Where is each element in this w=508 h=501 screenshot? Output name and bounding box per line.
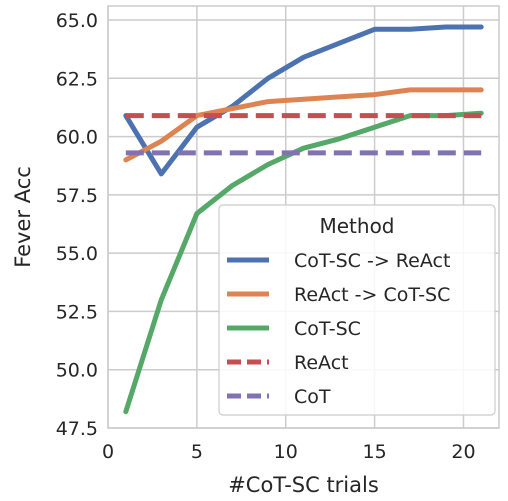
legend-label: ReAct -> CoT-SC (294, 284, 450, 306)
x-tick-label: 0 (102, 441, 114, 463)
legend-title: Method (319, 214, 394, 238)
legend-box (218, 204, 496, 416)
series-line-react-cot-sc (123, 87, 484, 163)
y-tick-label: 57.5 (56, 185, 98, 207)
legend-label: CoT-SC (294, 318, 361, 340)
x-tick-label: 15 (362, 441, 386, 463)
plot-frame (107, 5, 500, 429)
x-tick-labels: 0 5 10 15 20 (102, 441, 476, 463)
x-tick-label: 10 (274, 441, 298, 463)
y-tick-label: 55.0 (56, 243, 98, 265)
y-tick-label: 60.0 (56, 127, 98, 149)
y-tick-labels: 47.5 50.0 52.5 55.0 57.5 60.0 62.5 65.0 (56, 10, 98, 440)
legend-label: ReAct (294, 352, 349, 374)
y-tick-label: 47.5 (56, 418, 98, 440)
x-axis-label: #CoT-SC trials (228, 473, 379, 497)
legend-label: CoT-SC -> ReAct (294, 250, 450, 272)
y-tick-label: 65.0 (56, 10, 98, 32)
y-tick-label: 62.5 (56, 68, 98, 90)
y-tick-label: 52.5 (56, 301, 98, 323)
y-axis-label: Fever Acc (11, 166, 35, 268)
x-tick-label: 20 (451, 441, 475, 463)
legend-label: CoT (294, 386, 331, 408)
series-line-cot-sc-react (123, 24, 484, 177)
y-tick-label: 50.0 (56, 360, 98, 382)
x-tick-label: 5 (191, 441, 203, 463)
series-lines (123, 24, 484, 415)
legend-items: CoT-SC -> ReAct ReAct -> CoT-SC CoT-SC ReAc… (227, 250, 450, 408)
